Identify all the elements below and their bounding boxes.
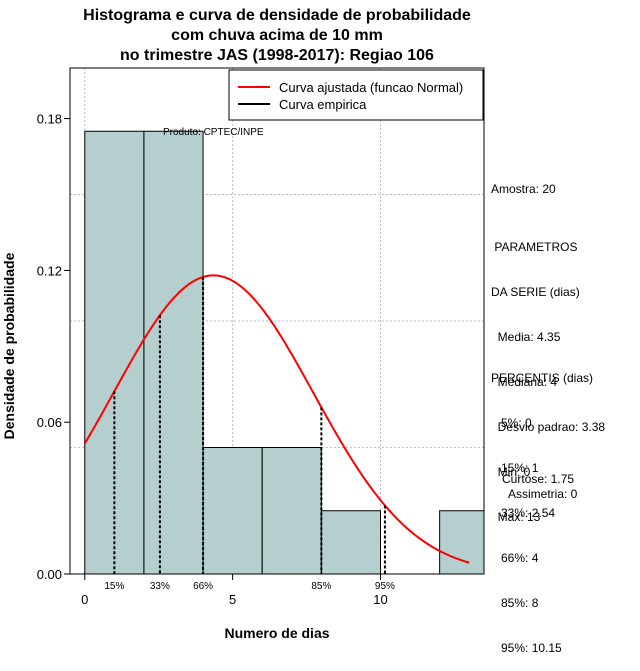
- percentile-label: 15%: [104, 581, 124, 592]
- percentile-label: 95%: [375, 581, 395, 592]
- histogram-bar: [320, 510, 382, 574]
- y-tick-label: 0.06: [37, 415, 62, 430]
- y-tick-label: 0.18: [37, 112, 62, 127]
- params-line: Mediana: 4: [491, 375, 558, 389]
- percentis-line: PERCENTIS (dias): [491, 371, 594, 385]
- percentis-line: 95%: 10.15: [491, 641, 562, 655]
- chart-title-line-1: Histograma e curva de densidade de proba…: [83, 7, 471, 24]
- y-tick-label: 0.00: [37, 567, 62, 582]
- percentis-line: 15%: 1: [491, 461, 539, 475]
- fitted-normal-curve: [83, 274, 470, 564]
- legend-empirical-label: Curva empirica: [279, 97, 367, 112]
- params-line: Desvio padrao: 3.38: [491, 420, 606, 434]
- x-tick-label: 10: [373, 592, 387, 607]
- percentile-label: 85%: [311, 581, 331, 592]
- x-tick-label: 5: [229, 592, 236, 607]
- chart-title-line-2: com chuva acima de 10 mm: [171, 27, 383, 44]
- percentis-line: 33%: 2.54: [491, 506, 556, 520]
- percentiles-list: PERCENTIS (dias) 5%: 0 15%: 1 33%: 2.54 …: [491, 341, 593, 671]
- series-parameters: PARAMETROS DA SERIE (dias) Media: 4.35 M…: [491, 210, 605, 540]
- product-annotation: Produto: CPTEC/INPE: [163, 127, 264, 138]
- percentis-line: 66%: 4: [491, 551, 539, 565]
- percentis-line: 5%: 0: [491, 416, 532, 430]
- x-tick-label: 0: [81, 592, 88, 607]
- legend-box: [228, 69, 484, 121]
- y-axis-label: Densidade de probabilidade: [1, 252, 17, 439]
- percentis-line: 85%: 8: [491, 596, 539, 610]
- y-tick-label: 0.12: [37, 263, 62, 278]
- chart-title-line-3: no trimestre JAS (1998-2017): Regiao 106: [120, 47, 434, 64]
- params-line: Max: 13: [491, 510, 541, 524]
- histogram-bar: [202, 447, 263, 574]
- sample-size-label: Amostra: 20: [491, 182, 556, 196]
- histogram-bar: [439, 510, 484, 574]
- histogram-bar: [84, 130, 145, 574]
- legend-fitted-label: Curva ajustada (funcao Normal): [279, 80, 463, 95]
- percentile-label: 66%: [193, 581, 213, 592]
- params-line: Media: 4.35: [491, 330, 561, 344]
- histogram-bar: [261, 447, 322, 574]
- params-line: Min: 0: [491, 465, 531, 479]
- params-line: PARAMETROS: [491, 240, 578, 254]
- histogram-bar: [143, 130, 204, 574]
- x-axis-label: Numero de dias: [224, 625, 329, 641]
- skewness-label: Assimetria: 0: [508, 487, 578, 501]
- percentile-label: 33%: [150, 581, 170, 592]
- params-line: DA SERIE (dias): [491, 285, 580, 299]
- kurtosis-label: Curtose: 1.75: [502, 472, 575, 486]
